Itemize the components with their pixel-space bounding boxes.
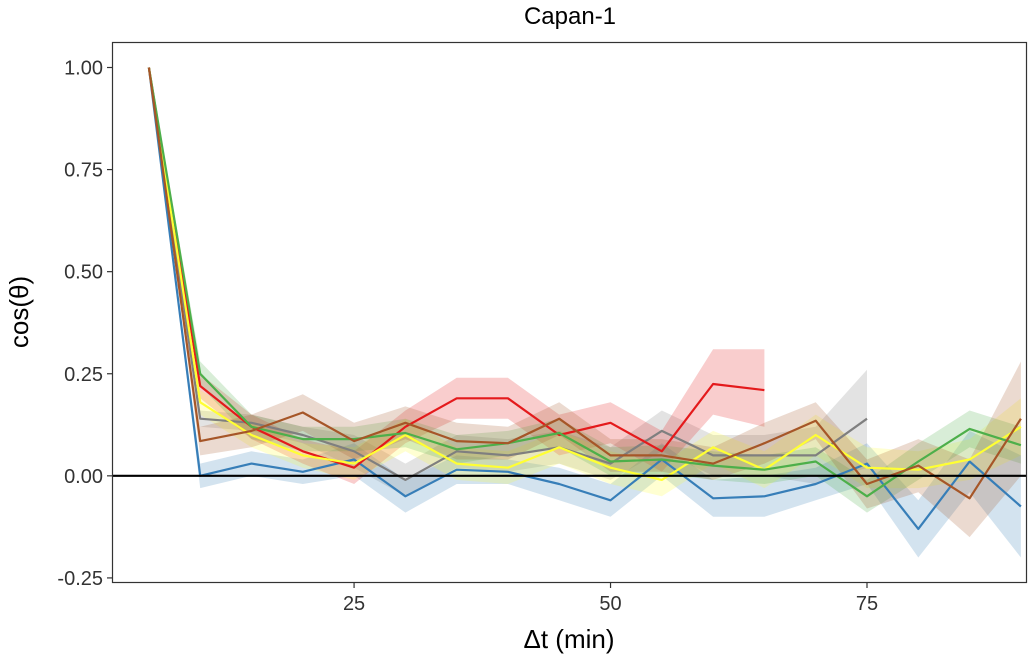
series-1-line	[147, 67, 868, 481]
series-2-line	[147, 67, 1022, 531]
y-tick-label: -0.25	[57, 568, 103, 590]
chart-title: Capan-1	[524, 3, 616, 30]
y-axis: -0.25 0.00 0.25 0.50 0.75 1.00	[57, 58, 113, 590]
y-tick-label: 0.25	[64, 364, 103, 386]
x-tick-label: 75	[856, 593, 878, 615]
x-tick-label: 25	[343, 593, 365, 615]
x-tick-label: 50	[599, 593, 621, 615]
y-tick-label: 0.75	[64, 160, 103, 182]
y-tick-label: 0.50	[64, 262, 103, 284]
series-6-line	[147, 67, 1022, 500]
series-layer	[147, 67, 1022, 531]
series-4-line	[147, 67, 1022, 481]
ribbons-layer	[148, 67, 1021, 558]
series-5-confidence-band	[148, 67, 1021, 513]
x-axis: 25 50 75	[343, 582, 878, 615]
plot-panel-border	[111, 41, 1028, 584]
series-5-line	[147, 67, 1022, 498]
series-6-confidence-band	[148, 67, 1021, 538]
series-4-confidence-band	[148, 67, 1021, 497]
y-tick-label: 1.00	[64, 58, 103, 80]
y-axis-title: cos(θ)	[4, 276, 34, 348]
series-3-confidence-band	[148, 67, 765, 484]
series-1-confidence-band	[148, 67, 867, 497]
x-axis-title: Δt (min)	[523, 624, 614, 654]
y-tick-label: 0.00	[64, 466, 103, 488]
